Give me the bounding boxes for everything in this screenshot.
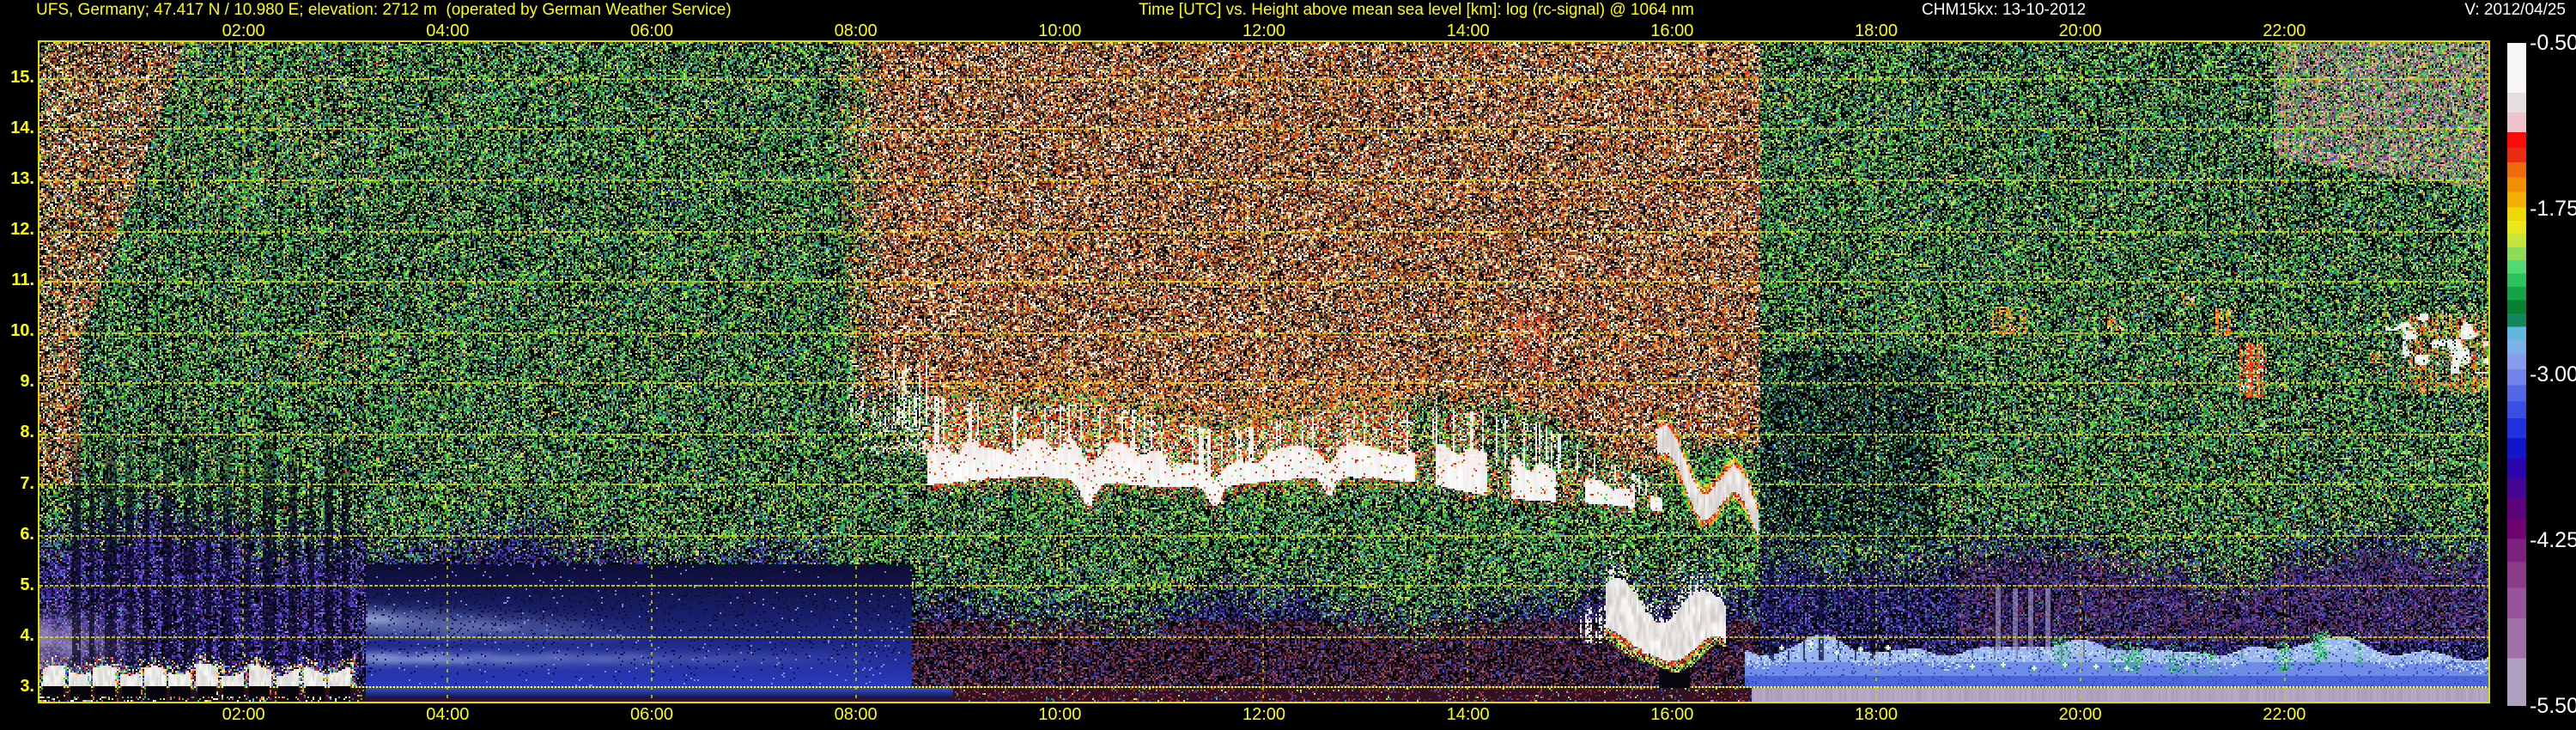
y-tick-label: 5.	[20, 575, 34, 594]
plot-frame	[38, 40, 2490, 703]
colorbar-tick-label: -3.00	[2530, 362, 2576, 386]
x-tick-label-bottom: 14:00	[1446, 705, 1490, 724]
x-tick-label-top: 16:00	[1650, 21, 1694, 40]
x-tick-label-top: 06:00	[629, 21, 674, 40]
instrument-date-label: CHM15kx: 13-10-2012	[1922, 1, 2087, 19]
x-tick-label-top: 14:00	[1446, 21, 1490, 40]
x-tick-label-top: 04:00	[426, 21, 470, 40]
colorbar-tick-label: -0.50	[2530, 31, 2576, 55]
y-tick-label: 13.	[10, 168, 34, 188]
x-tick-label-bottom: 06:00	[629, 705, 674, 724]
colorbar-tick-label: -4.25	[2530, 528, 2576, 552]
x-tick-label-bottom: 12:00	[1242, 705, 1286, 724]
plot-title: Time [UTC] vs. Height above mean sea lev…	[1139, 1, 1694, 19]
colorbar	[2507, 43, 2526, 706]
colorbar-tick-label: -1.75	[2530, 197, 2576, 221]
x-tick-label-top: 20:00	[2058, 21, 2102, 40]
y-tick-label: 4.	[20, 625, 34, 645]
x-tick-label-top: 12:00	[1242, 21, 1286, 40]
x-tick-label-top: 10:00	[1038, 21, 1082, 40]
y-tick-label: 3.	[20, 676, 34, 696]
version-label: V: 2012/04/25	[2464, 1, 2566, 19]
x-tick-label-bottom: 08:00	[834, 705, 878, 724]
x-tick-label-top: 02:00	[222, 21, 265, 40]
y-tick-label: 8.	[20, 423, 34, 442]
y-tick-label: 9.	[20, 372, 34, 392]
x-tick-label-bottom: 22:00	[2263, 705, 2306, 724]
y-tick-label: 6.	[20, 524, 34, 544]
x-tick-label-bottom: 20:00	[2058, 705, 2102, 724]
y-tick-label: 10.	[10, 321, 34, 341]
y-tick-label: 7.	[20, 473, 34, 493]
y-tick-label: 14.	[10, 118, 34, 137]
station-header-text: UFS, Germany; 47.417 N / 10.980 E; eleva…	[36, 1, 732, 19]
x-tick-label-bottom: 04:00	[426, 705, 470, 724]
x-tick-label-top: 22:00	[2263, 21, 2306, 40]
backscatter-heatmap-canvas	[39, 42, 2488, 702]
y-tick-label: 12.	[10, 220, 34, 239]
y-tick-label: 11.	[11, 271, 34, 290]
x-tick-label-top: 08:00	[834, 21, 878, 40]
colorbar-tick-label: -5.50	[2530, 694, 2576, 718]
x-tick-label-bottom: 16:00	[1650, 705, 1694, 724]
x-tick-label-bottom: 10:00	[1038, 705, 1082, 724]
x-tick-label-top: 18:00	[1854, 21, 1899, 40]
x-tick-label-bottom: 02:00	[222, 705, 265, 724]
x-tick-label-bottom: 18:00	[1854, 705, 1899, 724]
y-tick-label: 15.	[10, 67, 34, 87]
